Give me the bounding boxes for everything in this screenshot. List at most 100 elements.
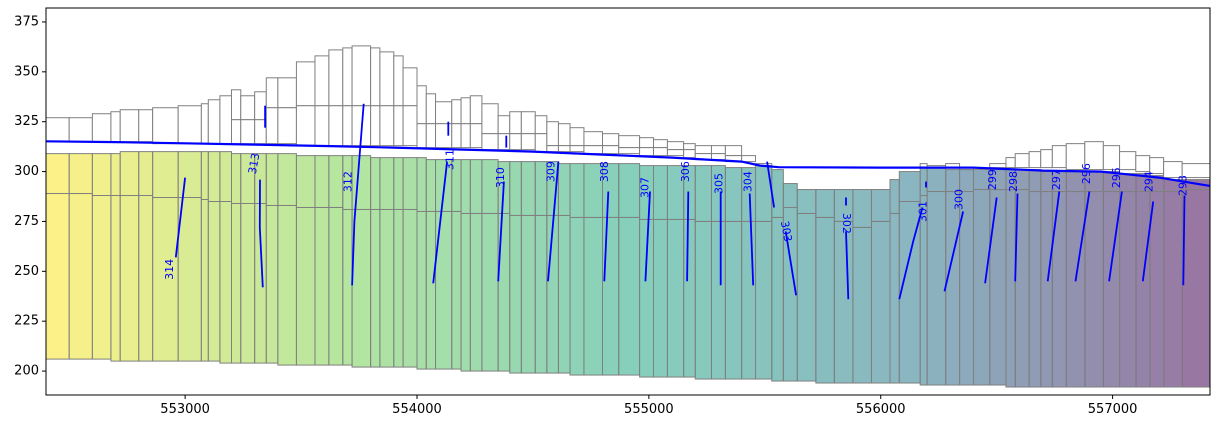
unsaturated-cell (295, 105, 316, 147)
saturated-cell (265, 153, 279, 206)
unsaturated-cell (546, 145, 559, 153)
saturated-cell (569, 216, 585, 376)
saturated-cell (898, 171, 921, 202)
saturated-cell (782, 183, 798, 208)
unsaturated-cell (741, 155, 757, 163)
saturated-cell (91, 153, 112, 197)
well-label: 313 (246, 152, 262, 175)
axes-layer: 553000 554000 555000 556000 557000 200 225 250 2… (14, 14, 1137, 417)
saturated-cell (959, 169, 974, 193)
unsaturated-cell (342, 105, 353, 147)
well-label: 302 (840, 213, 853, 234)
saturated-cell (119, 195, 140, 362)
well-label: 306 (679, 161, 692, 182)
saturated-cell (972, 189, 991, 386)
y-tick-label: 250 (14, 264, 39, 279)
well-label: 293 (1176, 175, 1189, 196)
saturated-cell (771, 169, 784, 218)
saturated-cell (370, 208, 381, 368)
unsaturated-cell (666, 149, 685, 157)
saturated-cell (653, 165, 668, 220)
well-label: 305 (713, 173, 726, 194)
well-label: 304 (742, 171, 755, 192)
saturated-cell (207, 151, 221, 202)
unsaturated-cell (277, 107, 297, 145)
unsaturated-cell (416, 85, 427, 125)
unsaturated-cell (1135, 155, 1151, 173)
saturated-cell (314, 206, 330, 366)
cells-layer (45, 45, 1211, 388)
saturated-cell (724, 167, 743, 222)
saturated-cell (724, 220, 743, 380)
saturated-cell (1040, 191, 1053, 388)
unsaturated-cell (481, 133, 499, 151)
unsaturated-cell (370, 47, 381, 107)
well-label: 299 (986, 169, 999, 190)
well-trace (1141, 201, 1155, 282)
saturated-cell (870, 220, 891, 384)
unsaturated-cell (435, 123, 453, 149)
y-tick-label: 325 (14, 114, 39, 129)
saturated-cell (110, 153, 121, 197)
unsaturated-cell (393, 105, 404, 147)
saturated-cell (557, 214, 571, 374)
saturated-cell (1135, 191, 1151, 388)
unsaturated-cell (425, 123, 437, 149)
saturated-cell (370, 157, 381, 210)
well-trace (984, 197, 998, 284)
unsaturated-cell (569, 145, 585, 153)
saturated-cell (119, 151, 140, 197)
unsaturated-cell (546, 121, 559, 147)
well-label: 311 (444, 149, 457, 170)
unsaturated-cell (177, 105, 202, 145)
y-tick-label: 275 (14, 214, 39, 229)
well-trace (748, 193, 755, 286)
well-label: 296 (1080, 163, 1093, 184)
saturated-cell (219, 201, 232, 364)
saturated-cell (416, 210, 427, 370)
well-label: 312 (342, 171, 355, 192)
well-trace (1046, 191, 1061, 282)
unsaturated-cell (416, 123, 427, 149)
unsaturated-cell (683, 149, 696, 159)
unsaturated-cell (277, 77, 297, 109)
unsaturated-cell (265, 107, 279, 145)
saturated-cell (295, 155, 316, 208)
saturated-cell (219, 151, 232, 202)
well-label: 303 (778, 220, 794, 243)
saturated-cell (91, 195, 112, 360)
unsaturated-cell (110, 111, 121, 143)
saturated-cell (200, 151, 209, 201)
saturated-cell (1181, 189, 1211, 388)
unsaturated-cell (666, 141, 685, 151)
saturated-cell (402, 208, 418, 368)
unsaturated-cell (534, 115, 548, 135)
saturated-cell (557, 163, 571, 216)
unsaturated-cell (451, 99, 462, 125)
well-label: 301 (917, 201, 930, 222)
well-trace (432, 161, 448, 284)
saturated-cell (379, 157, 395, 210)
saturated-cell (755, 220, 773, 380)
unsaturated-cell (683, 143, 696, 151)
saturated-cell (520, 214, 536, 374)
saturated-cell (451, 210, 462, 370)
unsaturated-cell (724, 145, 743, 157)
y-tick-label: 300 (14, 164, 39, 179)
saturated-cell (110, 195, 121, 362)
unsaturated-cell (509, 133, 522, 151)
saturated-cell (796, 189, 817, 214)
unsaturated-cell (520, 133, 536, 151)
well-trace (644, 191, 651, 282)
well-trace (943, 211, 964, 292)
saturated-cell (1028, 191, 1042, 388)
y-tick-label: 350 (14, 64, 39, 79)
saturated-cell (889, 212, 900, 384)
saturated-cell (1119, 191, 1137, 388)
well-label: 307 (638, 177, 651, 198)
saturated-cell (1084, 191, 1104, 388)
x-tick-label: 556000 (856, 402, 906, 417)
saturated-cell (546, 214, 559, 374)
saturated-cell (852, 226, 872, 384)
unsaturated-cell (1040, 149, 1053, 169)
